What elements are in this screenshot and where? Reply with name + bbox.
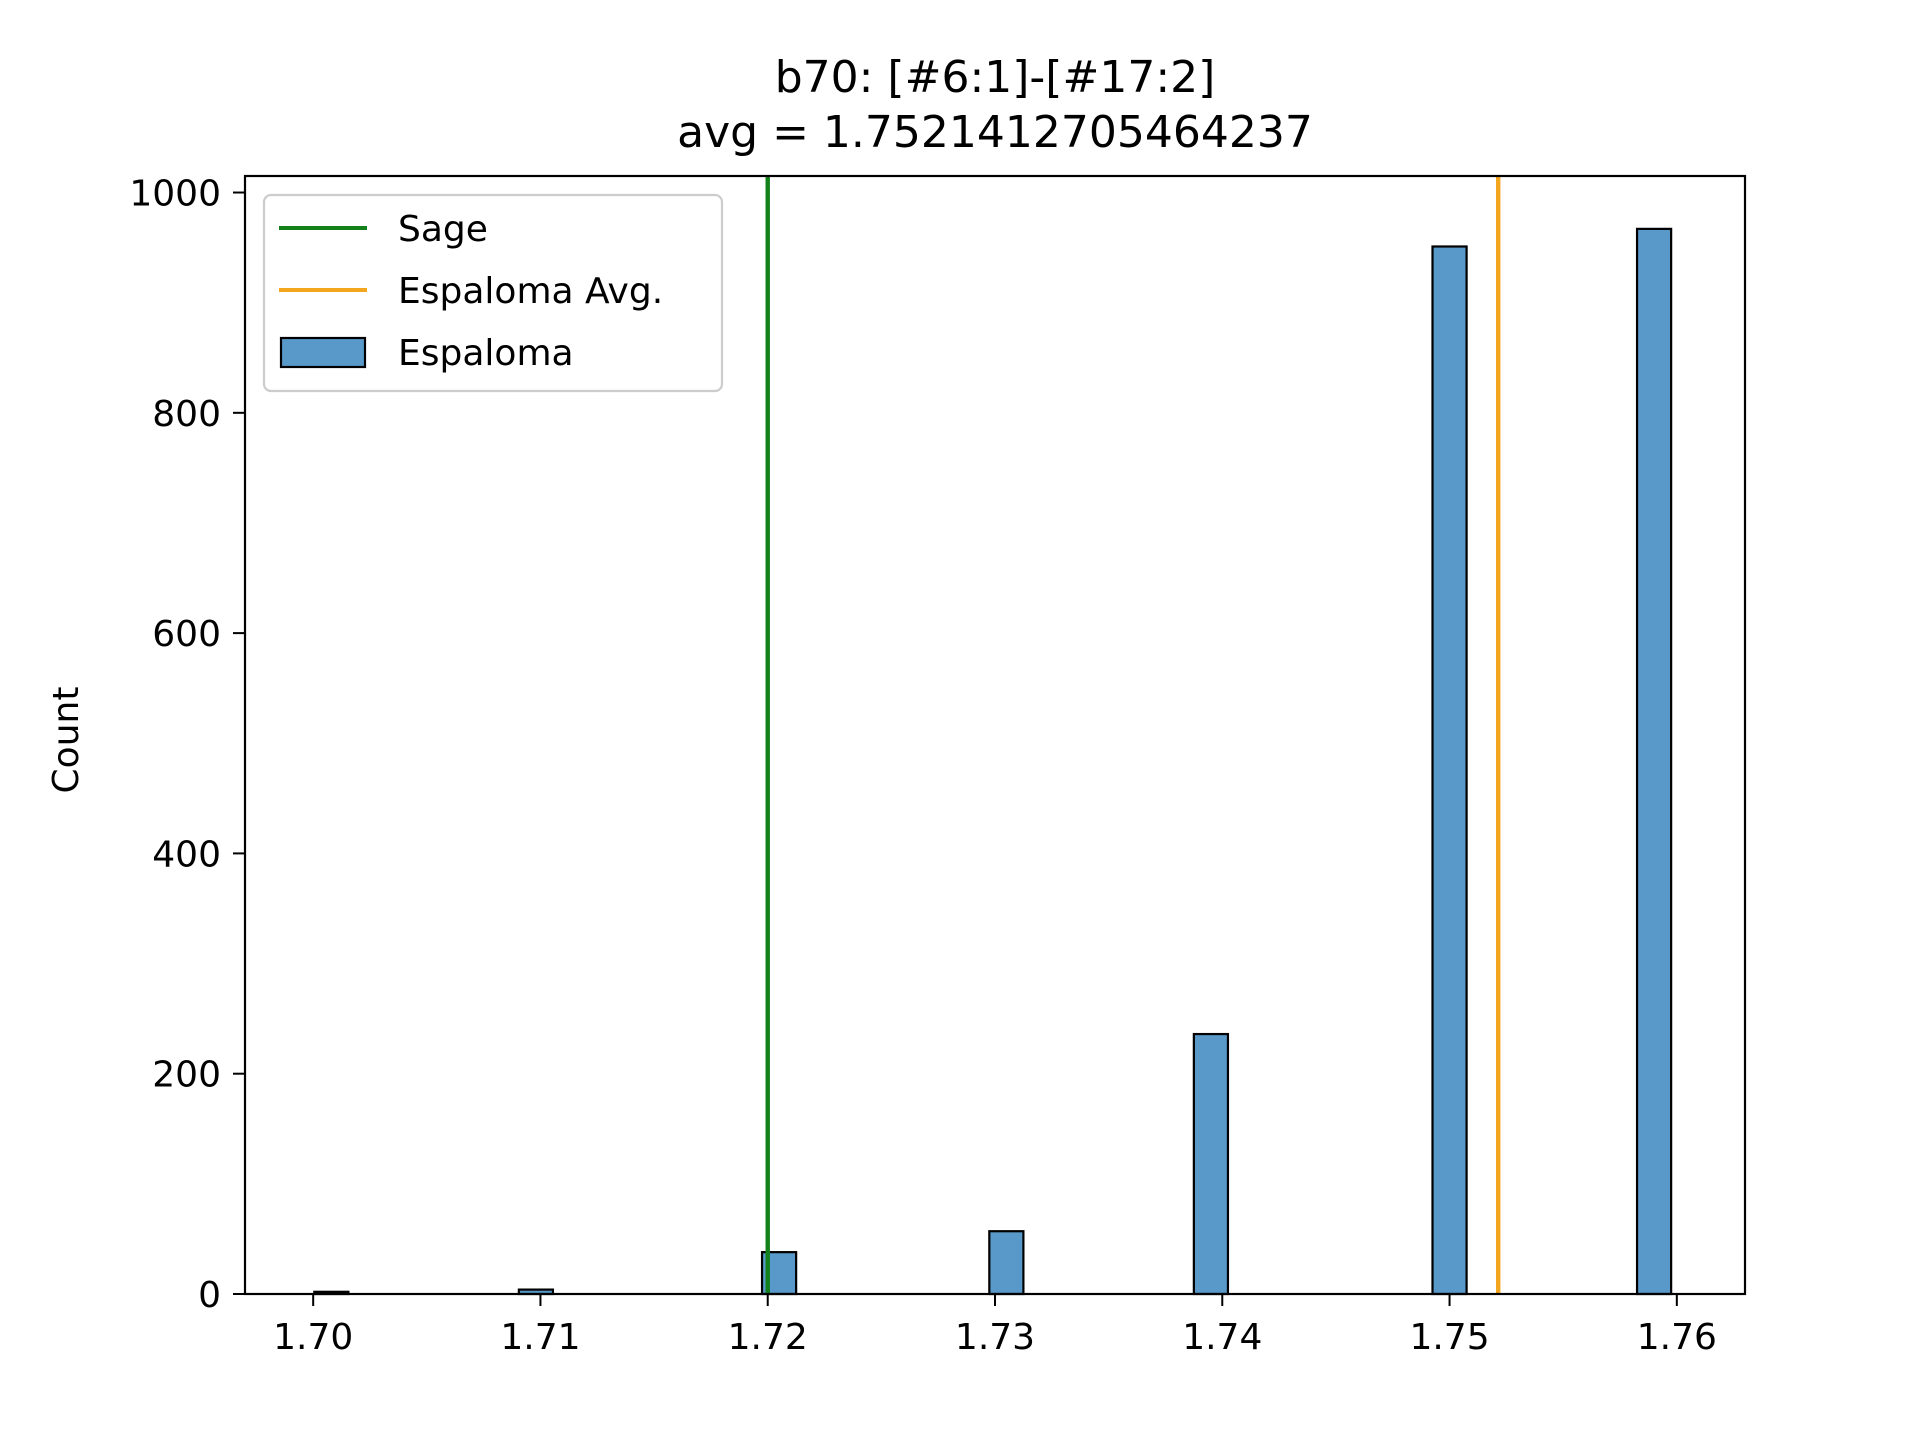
y-axis-label: Count (46, 687, 87, 794)
histogram-bar (988, 1230, 1025, 1296)
y-tick-label: 600 (152, 614, 221, 655)
legend-label-espaloma: Espaloma (398, 333, 574, 374)
x-tick-label: 1.73 (955, 1317, 1035, 1358)
legend: Sage Espaloma Avg. Espaloma (262, 193, 724, 393)
x-tick-label: 1.71 (500, 1317, 580, 1358)
x-tick-label: 1.75 (1409, 1317, 1489, 1358)
y-tick-label: 400 (152, 834, 221, 875)
histogram-bar (1635, 227, 1673, 1296)
histogram-bar (1192, 1032, 1230, 1296)
y-tick-label: 800 (152, 394, 221, 435)
vlines-group (765, 176, 1501, 1294)
x-tick-label: 1.72 (728, 1317, 808, 1358)
histogram-bar (1431, 245, 1468, 1296)
x-axis: 1.70 1.71 1.72 1.73 1.74 1.75 1.76 (273, 1294, 1717, 1358)
legend-swatch-espaloma (279, 336, 367, 369)
x-tick-label: 1.70 (273, 1317, 353, 1358)
bars-group (313, 227, 1673, 1296)
legend-box (262, 193, 724, 393)
y-axis: 0 200 400 600 800 1000 (129, 174, 245, 1316)
legend-label-espaloma-avg: Espaloma Avg. (398, 271, 663, 312)
x-tick-label: 1.76 (1637, 1317, 1717, 1358)
chart-subtitle: avg = 1.7521412705464237 (677, 107, 1313, 158)
y-tick-label: 0 (198, 1275, 221, 1316)
legend-label-sage: Sage (398, 209, 488, 250)
chart-title: b70: [#6:1]-[#17:2] (775, 52, 1216, 103)
y-tick-label: 200 (152, 1055, 221, 1096)
y-tick-label: 1000 (129, 174, 221, 215)
x-tick-label: 1.74 (1182, 1317, 1262, 1358)
